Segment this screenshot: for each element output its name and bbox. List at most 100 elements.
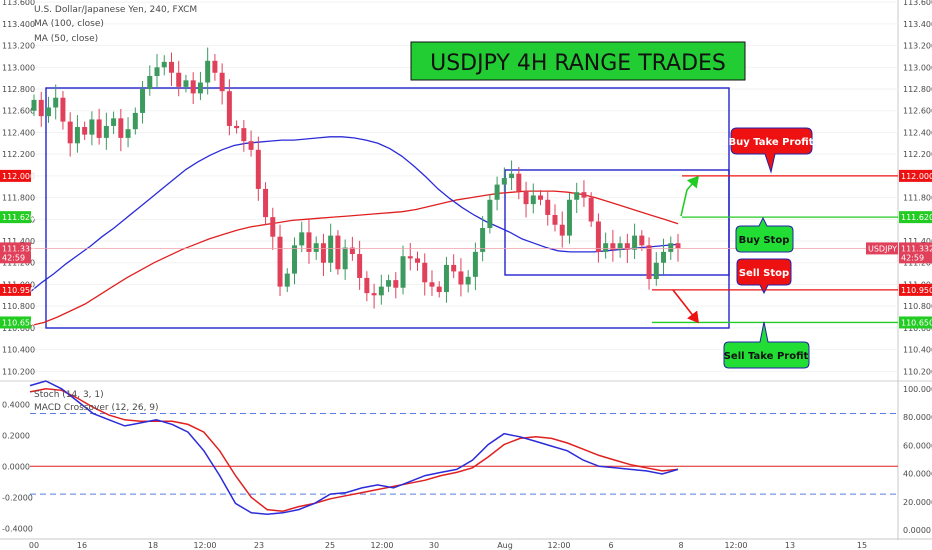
buy-take-profit-label: Buy Take Profit: [729, 137, 814, 148]
price-tick-label-left: 110.400: [2, 346, 35, 355]
price-tick-label: 112.400: [903, 128, 932, 137]
price-tick-label: 112.800: [903, 85, 932, 94]
time-tick-label: 25: [325, 541, 335, 550]
candle-body: [632, 235, 638, 250]
indicator-tick-left: -0.2000: [2, 493, 33, 502]
candle-body: [646, 245, 652, 280]
stoch-legend: Stoch (14, 3, 1): [34, 390, 104, 400]
candle-body: [480, 228, 486, 252]
last-price-tag: [866, 242, 898, 255]
candle-body: [168, 61, 174, 73]
time-tick-label: 23: [254, 541, 264, 550]
stoch-line: [29, 380, 679, 516]
candle-body: [190, 80, 196, 94]
candle-body: [603, 243, 609, 252]
candle-body: [31, 99, 37, 111]
last-price-tag-label: USDJPY: [868, 244, 897, 253]
price-tick-label-left: 112.800: [2, 85, 35, 94]
moving-average-lines: [29, 136, 679, 327]
time-tick-label: 30: [429, 541, 439, 550]
candle-body: [125, 129, 131, 138]
price-tick-label: 113.400: [903, 20, 932, 29]
price-tick-label: 110.200: [903, 367, 932, 376]
candle-body: [291, 245, 297, 274]
candle-body: [487, 199, 493, 228]
price-tick-label: 113.200: [903, 42, 932, 51]
indicator-tick-left: -0.4000: [2, 524, 33, 533]
price-tick-label-left: 110.800: [2, 302, 35, 311]
price-tick-label-left: 113.000: [2, 63, 35, 72]
candle-body: [82, 127, 88, 135]
candle-body: [378, 286, 384, 296]
candle-body: [516, 173, 522, 192]
candle-body: [509, 173, 515, 179]
candle-body: [219, 72, 225, 92]
candle-body: [451, 264, 457, 272]
chart-title: USDJPY 4H RANGE TRADES: [430, 51, 726, 76]
candle-body: [675, 243, 681, 249]
buy-take-profit-callout: [730, 127, 813, 174]
price-badge-right: [899, 283, 932, 296]
ma50-line: [29, 136, 679, 293]
price-tick-label-left: 110.200: [2, 367, 35, 376]
candle-body: [415, 258, 421, 263]
candle-body: [60, 97, 66, 122]
range-box-small: [504, 169, 730, 276]
price-tick-label-left: 113.400: [2, 20, 35, 29]
price-tick-label: 113.600: [903, 0, 932, 7]
macd-line: [29, 388, 679, 512]
time-tick-label: 13: [785, 541, 795, 550]
price-badge-left-label: 110.950: [2, 286, 35, 295]
title-box: [410, 41, 746, 81]
sell-stop-label: Sell Stop: [739, 268, 789, 279]
buy-stop-callout: [735, 216, 794, 253]
candle-body: [574, 192, 580, 200]
candle-body: [357, 254, 363, 278]
candle-body: [299, 232, 305, 246]
price-badge-left: [0, 169, 31, 182]
ma100-legend: MA (100, close): [34, 19, 104, 29]
ma50-legend: MA (50, close): [34, 34, 98, 44]
price-badge-right-label: 42:59: [901, 253, 924, 262]
indicator-tick-right: 100.0000: [903, 385, 932, 394]
price-badge-left: [0, 316, 31, 329]
time-tick-label: 15: [857, 541, 867, 550]
candle-body: [277, 236, 283, 287]
time-tick-label: 18: [148, 541, 158, 550]
price-badge-right-label: 110.950: [901, 286, 932, 295]
candle-body: [306, 232, 312, 252]
indicator-lines: [29, 380, 898, 516]
candle-body: [538, 195, 544, 200]
price-badge-left-label: 112.000: [2, 172, 35, 181]
time-tick-label: Aug: [497, 541, 513, 550]
price-badge-right-label: 112.000: [901, 172, 932, 181]
candle-body: [386, 280, 392, 287]
price-badge-left-label: 111.332: [2, 244, 35, 253]
candle-body: [422, 262, 428, 283]
candle-body: [147, 76, 153, 90]
candle-body: [328, 235, 334, 263]
sell-take-profit-callout: [723, 321, 810, 369]
time-tick-label: 6: [608, 541, 613, 550]
candle-body: [501, 178, 507, 185]
candle-body: [443, 264, 449, 293]
candle-body: [89, 119, 95, 135]
time-tick-label: 12:00: [547, 541, 570, 550]
time-tick-label: 8: [678, 541, 683, 550]
candle-body: [335, 235, 341, 270]
indicator-axis: 0.4000 0.2000 0.0000 -0.2000 -0.4000 100.0000…: [2, 385, 932, 535]
candle-body: [284, 273, 290, 287]
price-tick-label: 111.800: [903, 194, 932, 203]
price-tick-label-left: 112.400: [2, 128, 35, 137]
price-badges: 112.000 112.000 111.620 111.620 111.332 111.3…: [0, 169, 932, 329]
candle-body: [523, 191, 529, 205]
candle-body: [436, 286, 442, 293]
candle-body: [581, 192, 587, 198]
price-tick-label-left: 113.200: [2, 42, 35, 51]
candle-body: [38, 99, 44, 117]
candle-body: [364, 277, 370, 294]
time-tick-label: 12:00: [193, 541, 216, 550]
ma100-line: [29, 190, 679, 327]
